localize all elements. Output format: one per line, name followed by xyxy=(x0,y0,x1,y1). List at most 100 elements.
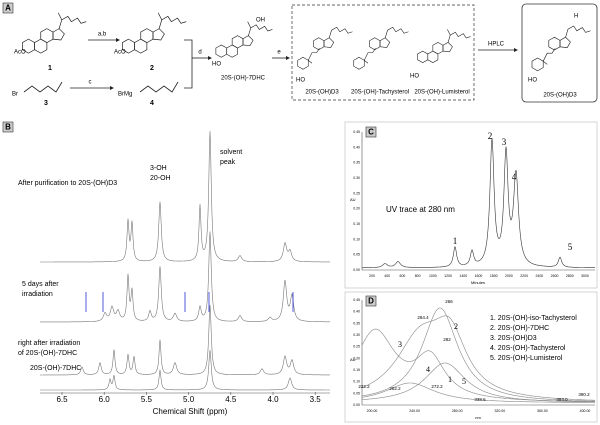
peak-value: 282 xyxy=(443,337,451,342)
panel-label: B xyxy=(5,123,11,132)
structure xyxy=(139,81,179,93)
peak-label: 4 xyxy=(426,365,430,374)
y-tick-label: 0.05 xyxy=(353,391,360,395)
nmr-trace xyxy=(40,349,330,391)
peak-value: 384.0 xyxy=(556,397,568,402)
trace-label: irradiation xyxy=(22,291,53,298)
compound-name: 20S-(OH)D3 xyxy=(305,90,339,96)
group-label: HO xyxy=(212,62,221,68)
legend-entry: 1. 20S-(OH)-iso-Tachysterol xyxy=(490,315,577,322)
nmr-trace xyxy=(40,231,330,323)
reagent: e xyxy=(277,50,281,56)
peak-label: 4 xyxy=(512,172,517,182)
y-tick-label: 0.20 xyxy=(353,356,360,360)
uv-spectrum xyxy=(361,362,595,403)
x-tick-label: 1000 xyxy=(429,274,437,278)
arrowhead xyxy=(116,38,120,42)
compound-name: 20S-(OH)D3 xyxy=(543,93,577,99)
x-tick-label: 2600 xyxy=(551,274,559,278)
x-tick-label: 240.00 xyxy=(409,409,420,413)
y-tick-label: 0.45 xyxy=(353,130,360,134)
panel-label-box xyxy=(365,295,377,307)
product-box xyxy=(521,3,598,103)
structure xyxy=(215,21,273,58)
panel-label: A xyxy=(5,4,11,13)
y-tick-label: 0.00 xyxy=(353,268,360,272)
structure xyxy=(22,12,87,54)
hplc-label: HPLC xyxy=(488,42,505,48)
x-tick-label: 1400 xyxy=(459,274,467,278)
panel-c: C UV trace at 280 nm AU Minutes 0.00 0.05… xyxy=(344,121,598,289)
x-tick-label: 2800 xyxy=(566,274,574,278)
compound-name: 20S-(OH)-Tachysterol xyxy=(351,90,409,96)
trace-label: 20S-(OH)-7DHC xyxy=(30,365,81,372)
y-tick-label: 0.35 xyxy=(353,321,360,325)
arrowhead xyxy=(208,56,212,60)
panel-a: A AcO 1 a,b AcO 2 Br 3 c BrMg 4 d HO OH … xyxy=(2,2,598,107)
structure xyxy=(122,12,187,54)
panel-label: C xyxy=(368,128,374,137)
compound-number: 3 xyxy=(44,100,48,107)
x-tick-label: 2400 xyxy=(535,274,543,278)
group-label: OH xyxy=(256,18,265,24)
y-tick-label: 0.15 xyxy=(353,368,360,372)
structure xyxy=(297,26,353,70)
arrowhead xyxy=(514,48,518,52)
group-label: Br xyxy=(12,92,18,98)
y-axis-label: AU xyxy=(350,357,356,362)
trace-label: After purification to 20S-(OH)D3 xyxy=(18,180,117,187)
group-label: AcO xyxy=(114,50,126,56)
y-tick-label: 0.10 xyxy=(353,380,360,384)
peak-label: 1 xyxy=(453,236,458,246)
x-axis-label: Chemical Shift (ppm) xyxy=(153,407,228,416)
legend-entry: 3. 20S-(OH)D3 xyxy=(490,335,537,342)
x-tick-label: 600 xyxy=(400,274,406,278)
x-tick-label: 320.00 xyxy=(494,409,505,413)
peak-value: 284.4 xyxy=(417,315,429,320)
peak-value: 222.2 xyxy=(358,384,370,389)
annotation: solvent xyxy=(220,149,242,156)
x-tick-label: 3000 xyxy=(581,274,589,278)
panel-b: B After purification to 20S-(OH)D3 5 day… xyxy=(2,121,330,416)
x-tick-label: 5.5 xyxy=(141,395,153,404)
peak-label: 5 xyxy=(462,377,466,386)
peak-value: 390.2 xyxy=(578,392,590,397)
nmr-trace xyxy=(40,304,330,376)
trace-label: right after irradiation xyxy=(18,340,80,347)
y-tick-label: 0.35 xyxy=(353,161,360,165)
x-axis-label: Minutes xyxy=(471,280,485,285)
peak-value: 272.2 xyxy=(431,384,443,389)
arrowhead xyxy=(286,56,290,60)
annotation: peak xyxy=(220,159,236,166)
group-label: AcO xyxy=(14,50,26,56)
x-tick-label: 1600 xyxy=(475,274,483,278)
annotation: 3-OH xyxy=(150,165,167,172)
panel-label-box xyxy=(2,121,14,133)
group-label: H xyxy=(574,14,578,20)
peak-label: 2 xyxy=(488,131,493,141)
x-tick-label: 1800 xyxy=(490,274,498,278)
compound-number: 1 xyxy=(48,65,52,72)
y-tick-label: 0.10 xyxy=(353,237,360,241)
compound-number: 4 xyxy=(150,100,154,107)
y-tick-label: 0.15 xyxy=(353,222,360,226)
legend-entry: 4. 20S-(OH)-Tachysterol xyxy=(490,345,566,352)
nmr-trace xyxy=(40,131,330,263)
group-label: BrMg xyxy=(118,92,132,98)
panel-label-box xyxy=(365,126,377,138)
annotation: 20-OH xyxy=(150,175,171,182)
x-tick-label: 2000 xyxy=(505,274,513,278)
structure xyxy=(353,26,409,70)
panel-label: D xyxy=(368,297,374,306)
x-tick-label: 400 xyxy=(384,274,390,278)
y-tick-label: 0.20 xyxy=(353,207,360,211)
panel-frame xyxy=(344,121,598,289)
x-tick-label: 4.5 xyxy=(225,395,237,404)
x-tick-label: 800 xyxy=(415,274,421,278)
y-tick-label: 0.00 xyxy=(353,403,360,407)
x-tick-label: 5.0 xyxy=(183,395,195,404)
trace-label: of 20S-(OH)-7DHC xyxy=(18,350,77,357)
trace-label: 5 days after xyxy=(22,281,59,288)
compound-name: 20S-(OH)-7DHC xyxy=(221,76,266,82)
